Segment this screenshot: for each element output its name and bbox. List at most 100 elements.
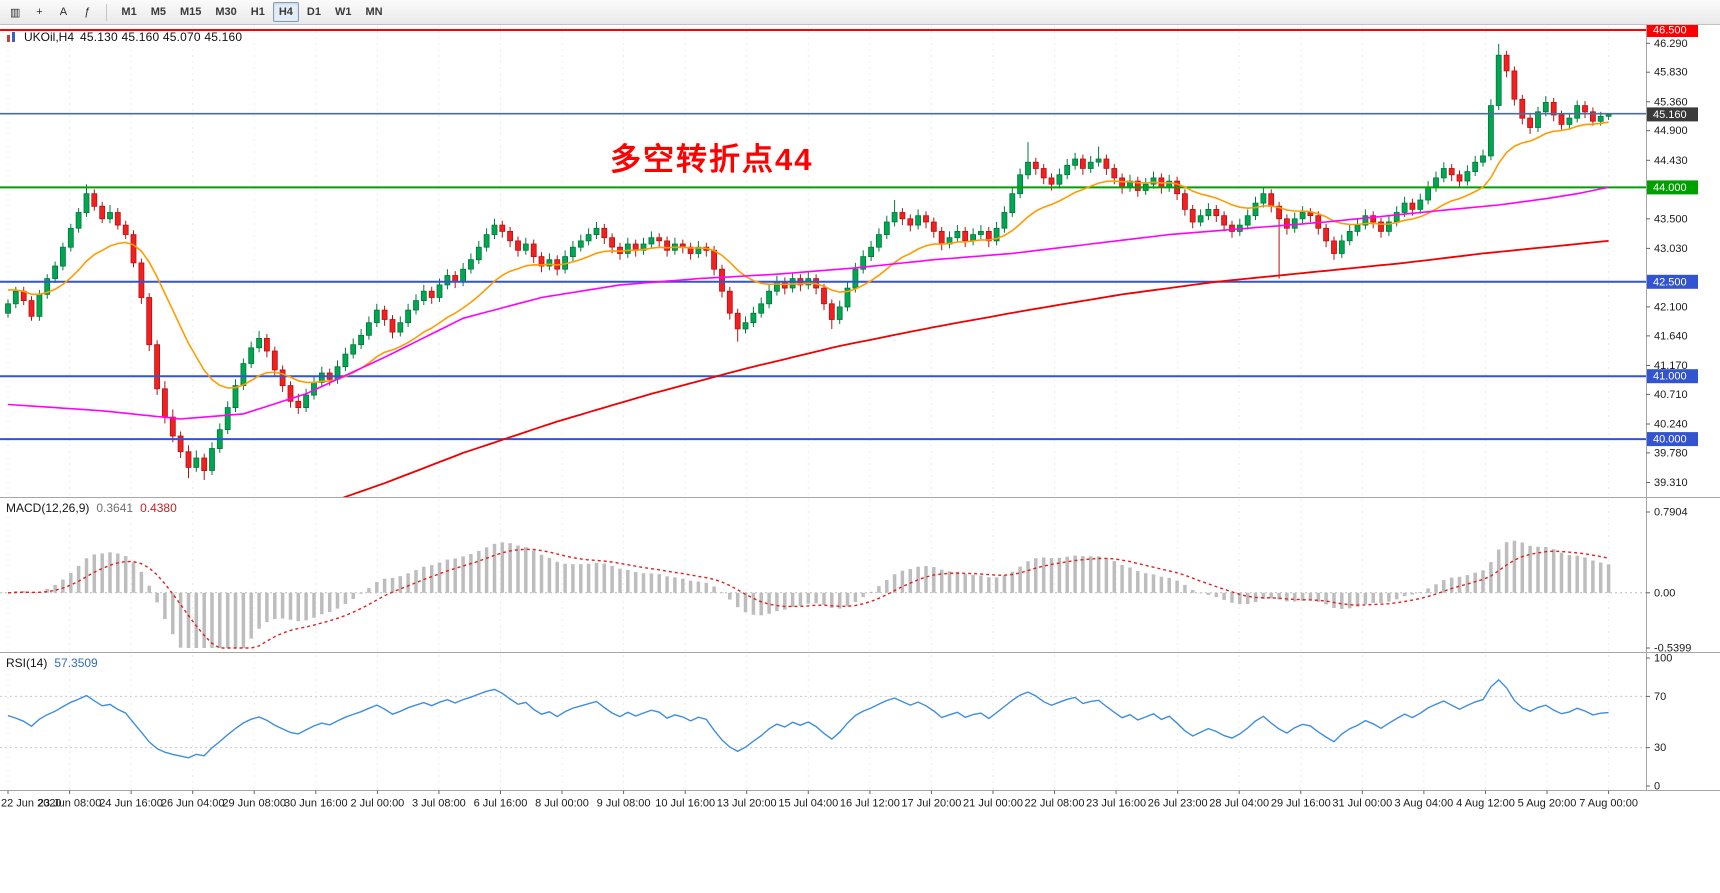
time-label: 24 Jun 16:00 bbox=[99, 798, 163, 810]
price-badge-label: 45.160 bbox=[1653, 109, 1687, 121]
candle bbox=[1582, 105, 1588, 113]
candle bbox=[1417, 199, 1424, 210]
candle bbox=[1433, 177, 1439, 188]
candle bbox=[1001, 212, 1008, 229]
candle bbox=[436, 284, 443, 298]
candle bbox=[75, 212, 82, 229]
candle bbox=[883, 221, 890, 236]
candle bbox=[1009, 193, 1016, 213]
time-label: 17 Jul 20:00 bbox=[901, 798, 961, 810]
candle bbox=[209, 448, 215, 471]
candle bbox=[1464, 171, 1471, 182]
macd-name: MACD(12,26,9) bbox=[6, 501, 90, 515]
candle bbox=[1056, 174, 1063, 185]
candle bbox=[130, 234, 137, 264]
candle bbox=[899, 212, 906, 220]
candle bbox=[1574, 105, 1581, 119]
candle bbox=[1095, 158, 1102, 163]
candle bbox=[1080, 158, 1086, 169]
candle bbox=[1386, 221, 1392, 232]
rsi-scale-label: 30 bbox=[1654, 742, 1666, 754]
timeframe-m15-button[interactable]: M15 bbox=[179, 6, 202, 18]
candle bbox=[734, 312, 741, 330]
rsi-name: RSI(14) bbox=[6, 656, 48, 670]
timeframe-w1-button[interactable]: W1 bbox=[334, 6, 352, 18]
candle bbox=[1252, 202, 1259, 217]
candle bbox=[1511, 70, 1518, 100]
candle bbox=[271, 350, 278, 371]
candle bbox=[1182, 193, 1188, 210]
time-label: 3 Aug 04:00 bbox=[1395, 798, 1454, 810]
candle bbox=[1213, 208, 1220, 217]
candle bbox=[467, 259, 474, 270]
chart-annotation-text[interactable]: 多空转折点44 bbox=[610, 142, 814, 177]
candle bbox=[1440, 168, 1447, 179]
candle bbox=[507, 230, 514, 242]
indicators-button[interactable]: ƒ bbox=[84, 6, 91, 18]
time-label: 9 Jul 08:00 bbox=[597, 798, 651, 810]
candle bbox=[1111, 168, 1118, 179]
candle bbox=[83, 193, 90, 213]
timeframe-h1-button[interactable]: H1 bbox=[250, 6, 265, 18]
candle bbox=[719, 268, 725, 292]
rsi-panel bbox=[0, 678, 1646, 759]
candle bbox=[1535, 111, 1541, 128]
time-label: 29 Jul 16:00 bbox=[1271, 798, 1331, 810]
timeframe-mn-button[interactable]: MN bbox=[365, 6, 383, 18]
candle bbox=[444, 275, 451, 286]
time-label: 10 Jul 16:00 bbox=[655, 798, 715, 810]
candle bbox=[138, 262, 145, 298]
candle bbox=[609, 237, 615, 248]
candle bbox=[1597, 115, 1604, 122]
time-label: 31 Jul 00:00 bbox=[1332, 798, 1392, 810]
candle bbox=[36, 293, 43, 317]
candle bbox=[1048, 177, 1055, 185]
rsi-scale-label: 100 bbox=[1654, 653, 1672, 665]
candle bbox=[28, 300, 35, 317]
candle bbox=[499, 224, 506, 232]
candle bbox=[758, 303, 765, 314]
candle bbox=[711, 249, 717, 270]
timeframe-h4-button[interactable]: H4 bbox=[272, 2, 299, 22]
macd-scale-bottom: -0.5399 bbox=[1654, 643, 1691, 655]
candle bbox=[1087, 161, 1094, 169]
price-scale[interactable]: 46.290 45.830 45.360 44.900 44.430 43.500 43.0… bbox=[1646, 23, 1698, 793]
timeframe-m1-button[interactable]: M1 bbox=[121, 6, 137, 18]
crosshair-button[interactable]: + bbox=[36, 6, 43, 18]
time-label: 8 Jul 00:00 bbox=[535, 798, 589, 810]
candle bbox=[1025, 161, 1031, 176]
candle bbox=[154, 344, 161, 390]
candle bbox=[60, 246, 66, 267]
candle bbox=[373, 309, 380, 324]
candle bbox=[1558, 114, 1565, 125]
timeframe-m30-button[interactable]: M30 bbox=[215, 6, 237, 18]
price-badge bbox=[1647, 180, 1698, 195]
candle bbox=[978, 230, 984, 235]
timeframe-d1-button[interactable]: D1 bbox=[306, 6, 321, 18]
candle bbox=[193, 457, 200, 468]
time-label: 3 Jul 08:00 bbox=[412, 798, 466, 810]
candle bbox=[538, 256, 545, 267]
time-label: 2 Jul 00:00 bbox=[350, 798, 404, 810]
candle bbox=[295, 400, 302, 408]
time-label: 23 Jun 08:00 bbox=[38, 798, 102, 810]
timeframe-m5-button[interactable]: M5 bbox=[150, 6, 166, 18]
candle bbox=[1103, 158, 1110, 169]
horizontal-lines-layer[interactable] bbox=[0, 29, 1646, 441]
chart-type-button[interactable]: ▥ bbox=[10, 6, 21, 19]
candle bbox=[1503, 54, 1510, 72]
ohlc-values: 45.130 45.160 45.070 45.160 bbox=[80, 30, 243, 44]
candle bbox=[1370, 215, 1377, 223]
text-tool-button[interactable]: A bbox=[59, 6, 68, 18]
candle bbox=[1150, 177, 1157, 185]
time-label: 16 Jul 12:00 bbox=[840, 798, 900, 810]
candle bbox=[52, 265, 58, 280]
price-badge-label: 41.000 bbox=[1653, 371, 1687, 383]
price-badge-label: 40.000 bbox=[1653, 434, 1687, 446]
candle bbox=[821, 287, 827, 305]
candle bbox=[460, 268, 467, 283]
candle bbox=[1362, 215, 1369, 226]
